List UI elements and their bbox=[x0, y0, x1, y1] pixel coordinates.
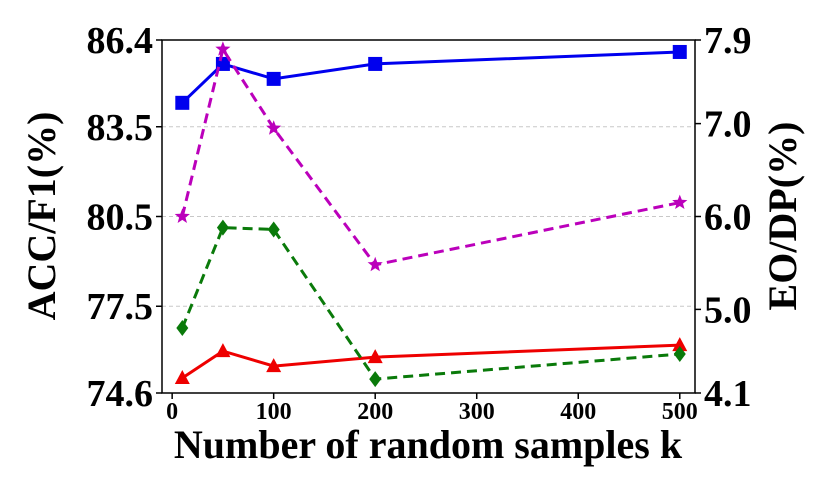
y-left-tick-label: 80.5 bbox=[87, 197, 154, 239]
data-point-diamond bbox=[673, 345, 686, 362]
series-group bbox=[174, 41, 688, 388]
tick-group: 74.6 77.5 80.5 83.5 86.4 4.1 5.0 6.0 7.0 7.9 0 100 2… bbox=[87, 20, 752, 425]
data-point-triangle bbox=[367, 349, 383, 364]
series-3 bbox=[176, 219, 686, 388]
y-axis-title-right: EO/DP(%) bbox=[760, 122, 805, 311]
y-right-tick-label: 7.0 bbox=[704, 104, 752, 146]
series-0 bbox=[175, 44, 687, 110]
y-left-tick-label: 86.4 bbox=[87, 20, 154, 62]
x-tick-label: 0 bbox=[166, 399, 178, 425]
series-line bbox=[181, 50, 680, 104]
data-point-diamond bbox=[369, 371, 382, 388]
series-1 bbox=[174, 337, 688, 385]
data-point-triangle bbox=[174, 370, 190, 385]
data-point-diamond bbox=[267, 221, 280, 238]
series-line bbox=[180, 226, 680, 381]
x-tick-label: 500 bbox=[662, 399, 698, 425]
y-axis-title-left: ACC/F1(%) bbox=[19, 112, 64, 321]
x-tick-label: 200 bbox=[357, 399, 393, 425]
data-point-star bbox=[266, 120, 282, 135]
data-point-diamond bbox=[216, 219, 229, 236]
series-line bbox=[181, 343, 680, 380]
data-point-triangle bbox=[266, 358, 282, 373]
data-point-diamond bbox=[176, 319, 189, 336]
y-right-tick-label: 7.9 bbox=[704, 20, 752, 62]
data-point-star bbox=[215, 41, 231, 56]
data-point-star bbox=[672, 194, 688, 209]
data-point-star bbox=[174, 208, 190, 223]
data-point-square bbox=[175, 95, 190, 110]
y-right-tick-label: 4.1 bbox=[704, 373, 752, 415]
y-left-tick-label: 83.5 bbox=[87, 107, 154, 149]
series-2 bbox=[174, 41, 688, 272]
y-left-tick-label: 74.6 bbox=[87, 373, 154, 415]
y-left-tick-label: 77.5 bbox=[87, 286, 154, 328]
data-point-square bbox=[368, 56, 383, 71]
data-point-triangle bbox=[215, 343, 231, 358]
x-tick-label: 400 bbox=[560, 399, 596, 425]
data-point-triangle bbox=[672, 337, 688, 352]
data-point-square bbox=[266, 71, 281, 86]
y-right-tick-label: 6.0 bbox=[704, 197, 752, 239]
x-tick-label: 100 bbox=[256, 399, 292, 425]
data-point-star bbox=[367, 256, 383, 272]
y-right-tick-label: 5.0 bbox=[704, 289, 752, 331]
x-axis-title: Number of random samples k bbox=[174, 422, 683, 467]
data-point-square bbox=[672, 44, 687, 59]
series-line bbox=[180, 45, 681, 267]
x-tick-label: 300 bbox=[459, 399, 495, 425]
